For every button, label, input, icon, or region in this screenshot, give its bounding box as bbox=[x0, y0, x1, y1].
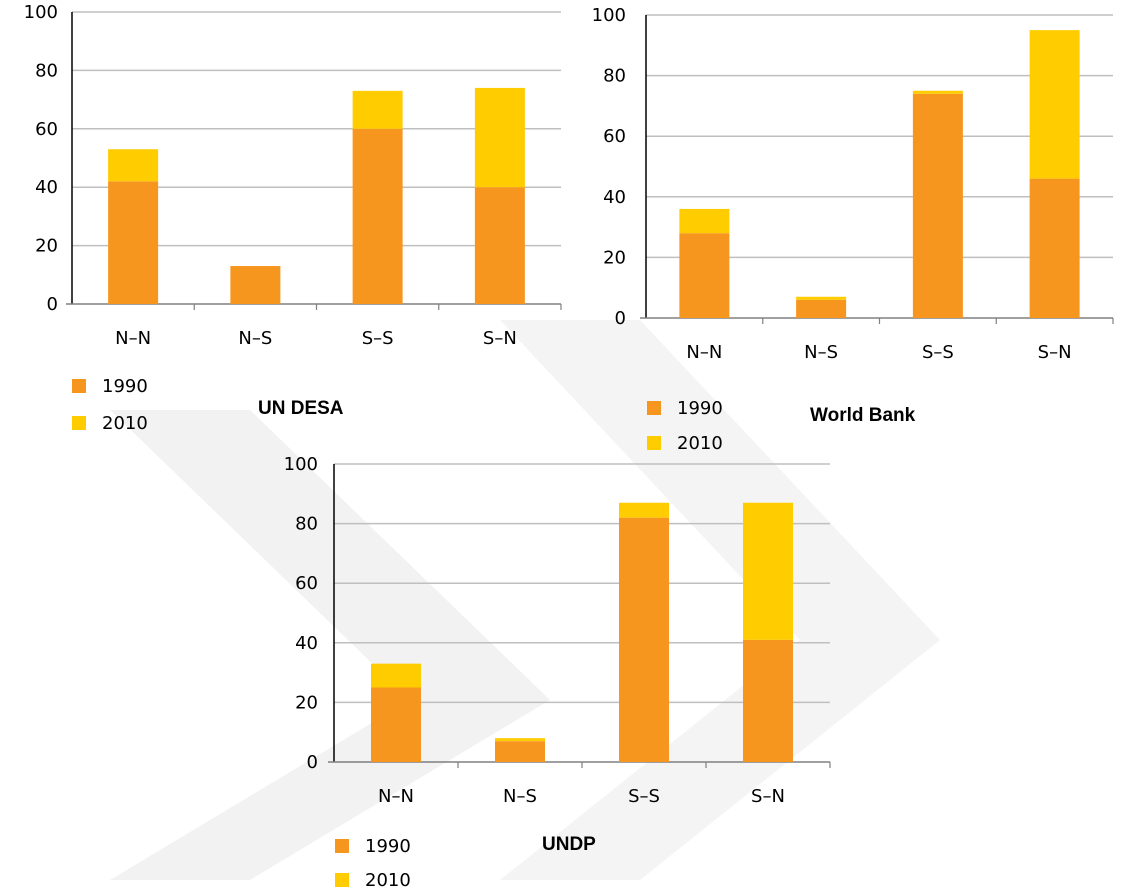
chart-3-y-tick-label: 20 bbox=[295, 692, 318, 713]
chart-2-y-tick-label: 60 bbox=[603, 126, 626, 147]
chart-2-legend-swatch-2010 bbox=[647, 436, 661, 450]
chart-3-y-tick-label: 0 bbox=[307, 752, 318, 773]
chart-1-y-tick-label: 0 bbox=[47, 294, 58, 315]
chart-1-bar-1990-2 bbox=[230, 266, 281, 304]
chart-3-y-tick-label: 100 bbox=[284, 454, 318, 475]
chart-1-legend-swatch-1990 bbox=[72, 379, 86, 393]
chart-2-y-tick-label: 20 bbox=[603, 247, 626, 268]
chart-2-x-tick-label: S–N bbox=[1038, 342, 1072, 363]
chart-2-y-tick-label: 80 bbox=[603, 66, 626, 87]
chart-1-legend-label-2010: 2010 bbox=[102, 413, 148, 434]
chart-1-x-tick-label: N–S bbox=[238, 328, 272, 349]
chart-2-x-tick-label: N–N bbox=[686, 342, 722, 363]
chart-2-bar-2010-1 bbox=[679, 208, 730, 234]
chart-2-legend-label-2010: 2010 bbox=[677, 433, 723, 454]
chart-1-title: UN DESA bbox=[258, 398, 344, 419]
chart-3-x-tick-label: N–S bbox=[503, 786, 537, 807]
chart-2-bar-1990-1 bbox=[679, 233, 730, 318]
chart-1-y-tick-label: 40 bbox=[35, 177, 58, 198]
chart-3-y-tick-label: 60 bbox=[295, 573, 318, 594]
chart-3-x-tick-label: N–N bbox=[378, 786, 414, 807]
chart-1-y-tick-label: 100 bbox=[24, 2, 58, 23]
chart-2-legend-swatch-1990 bbox=[647, 401, 661, 415]
chart-2-bar-2010-3 bbox=[912, 90, 963, 94]
chart-1-y-tick-label: 60 bbox=[35, 119, 58, 140]
chart-3-bar-2010-1 bbox=[371, 663, 421, 688]
watermark-right-chevron bbox=[500, 320, 940, 880]
chart-1-bar-2010-1 bbox=[108, 149, 159, 182]
chart-3-bar-2010-2 bbox=[495, 738, 545, 742]
chart-3-y-tick-label: 80 bbox=[295, 514, 318, 535]
chart-2-bar-2010-4 bbox=[1029, 30, 1080, 179]
chart-1-legend-label-1990: 1990 bbox=[102, 376, 148, 397]
chart-2-bar-1990-4 bbox=[1029, 178, 1080, 318]
chart-3-bar-1990-4 bbox=[743, 639, 793, 762]
chart-3-bar-1990-3 bbox=[619, 517, 669, 762]
chart-3-y-tick-label: 40 bbox=[295, 633, 318, 654]
chart-2-x-tick-label: N–S bbox=[804, 342, 838, 363]
chart-1-y-tick-label: 20 bbox=[35, 236, 58, 257]
chart-3-legend-label-2010: 2010 bbox=[365, 870, 411, 891]
chart-2-title: World Bank bbox=[810, 405, 916, 426]
chart-3-legend-swatch-2010 bbox=[335, 873, 349, 887]
chart-2-bar-2010-2 bbox=[796, 296, 847, 300]
chart-1-bar-1990-3 bbox=[352, 128, 403, 304]
chart-1-x-tick-label: S–N bbox=[483, 328, 517, 349]
chart-3-bar-2010-4 bbox=[743, 502, 793, 640]
chart-3-bar-1990-1 bbox=[371, 687, 421, 762]
chart-2-bar-1990-2 bbox=[796, 299, 847, 318]
chart-3-x-tick-label: S–S bbox=[628, 786, 660, 807]
chart-3-legend-label-1990: 1990 bbox=[365, 836, 411, 857]
chart-1-x-tick-label: N–N bbox=[115, 328, 151, 349]
chart-2-legend-label-1990: 1990 bbox=[677, 398, 723, 419]
chart-1-bar-2010-3 bbox=[352, 90, 403, 129]
chart-1-legend-swatch-2010 bbox=[72, 416, 86, 430]
chart-2-bar-1990-3 bbox=[912, 93, 963, 318]
chart-1-bar-1990-4 bbox=[474, 187, 525, 304]
chart-2-y-tick-label: 0 bbox=[615, 308, 626, 329]
chart-3-x-tick-label: S–N bbox=[751, 786, 785, 807]
chart-1-bar-1990-1 bbox=[108, 181, 159, 304]
chart-3-legend-swatch-1990 bbox=[335, 839, 349, 853]
chart-2-y-tick-label: 100 bbox=[592, 5, 626, 26]
chart-2-y-tick-label: 40 bbox=[603, 187, 626, 208]
chart-1-bar-2010-4 bbox=[474, 87, 525, 188]
chart-1-y-tick-label: 80 bbox=[35, 60, 58, 81]
chart-2-x-tick-label: S–S bbox=[922, 342, 954, 363]
chart-3-title: UNDP bbox=[542, 834, 596, 855]
chart-3-bar-1990-2 bbox=[495, 741, 545, 762]
chart-1-x-tick-label: S–S bbox=[362, 328, 394, 349]
chart-3-bar-2010-3 bbox=[619, 502, 669, 518]
